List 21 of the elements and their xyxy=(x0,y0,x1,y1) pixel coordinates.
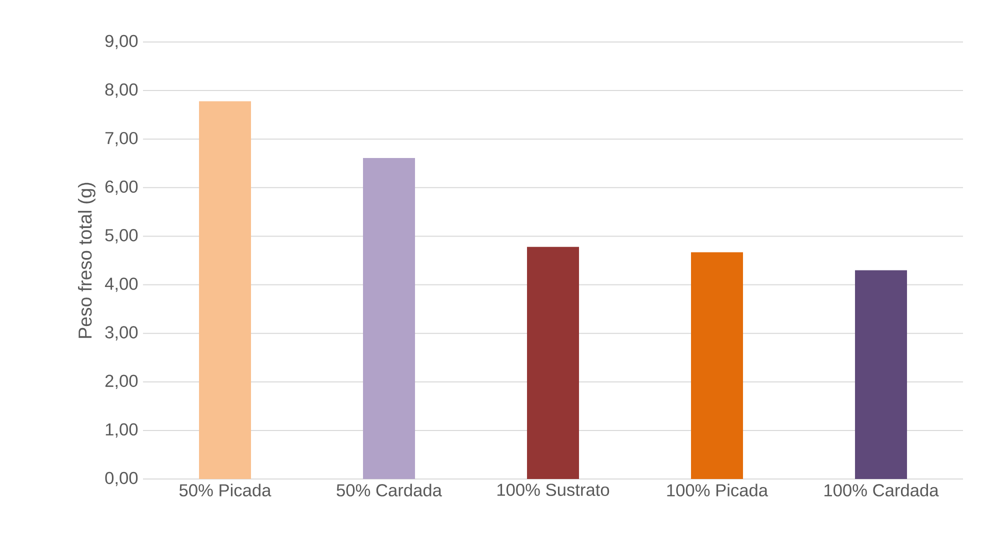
y-tick-label: 9,00 xyxy=(105,34,138,50)
bar xyxy=(363,158,416,479)
x-tick-label: 100% Picada xyxy=(667,484,768,496)
y-tick-label: 0,00 xyxy=(105,472,138,486)
bar xyxy=(691,252,744,479)
x-tick-label: 100% Sustrato xyxy=(497,484,610,496)
y-tick-label: 7,00 xyxy=(105,132,138,146)
y-tick-label: 2,00 xyxy=(105,374,138,390)
bar xyxy=(527,246,580,479)
y-axis-title: Peso freso total (g) xyxy=(78,182,96,338)
y-tick-label: 4,00 xyxy=(104,278,138,292)
y-tick-label: 5,00 xyxy=(105,229,138,244)
x-tick-label: 50% Picada xyxy=(179,484,272,496)
bar xyxy=(855,270,908,479)
y-tick-label: 6,00 xyxy=(105,180,138,195)
y-tick-label: 8,00 xyxy=(105,83,138,98)
bar xyxy=(199,101,252,479)
y-tick-label: 3,00 xyxy=(105,326,138,340)
y-tick-label: 1,00 xyxy=(106,423,138,438)
x-tick-label: 50% Cardada xyxy=(336,484,442,496)
x-tick-label: 100% Cardada xyxy=(824,484,939,496)
